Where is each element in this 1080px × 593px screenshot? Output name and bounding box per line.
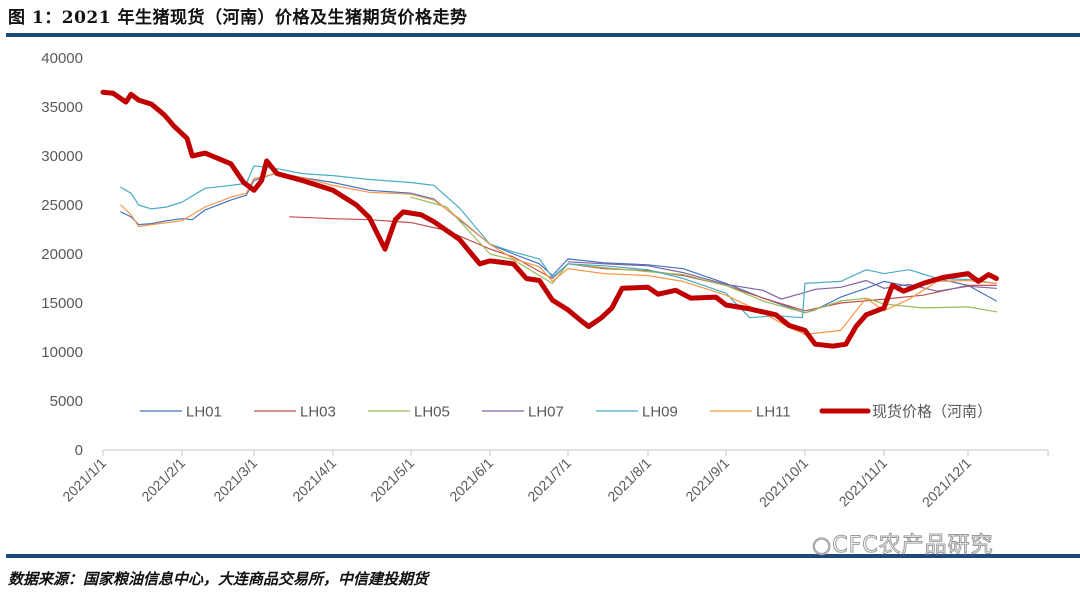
line-chart: 0 5000 10000 15000 20000 25000 30000 35000 40000…	[41, 50, 1049, 511]
x-tick-label: 2021/9/1	[682, 455, 732, 505]
series-line-lh05	[410, 196, 998, 314]
x-tick-label: 2021/11/1	[835, 455, 890, 510]
title-divider	[6, 33, 1080, 37]
legend-label: LH11	[756, 404, 791, 421]
x-tick-label: 2021/5/1	[367, 455, 417, 505]
series-line-lh11	[120, 173, 998, 335]
legend: LH01 LH03 LH05 LH07 LH09 LH11 现货价格（河南）	[140, 404, 992, 421]
x-axis: 2021/1/1 2021/2/1 2021/3/1 2021/4/1 2021/5/1…	[59, 449, 1049, 511]
x-tick-label: 2021/1/1	[59, 455, 109, 505]
x-tick-label: 2021/6/1	[446, 455, 496, 505]
footer-divider	[6, 554, 1080, 558]
legend-label: LH07	[528, 404, 564, 421]
x-tick-label: 2021/4/1	[289, 455, 339, 505]
wechat-icon: ○	[811, 533, 833, 559]
y-axis: 0 5000 10000 15000 20000 25000 30000 35000 40000	[41, 50, 83, 459]
x-tick-label: 2021/8/1	[604, 455, 654, 505]
watermark-text: CFC农产品研究	[832, 533, 994, 559]
data-source: 数据来源：国家粮油信息中心，大连商品交易所，中信建投期货	[8, 570, 429, 588]
x-tick-label: 2021/10/1	[756, 455, 812, 511]
y-tick-label: 20000	[41, 246, 83, 263]
legend-label: LH05	[414, 404, 450, 421]
y-tick-label: 0	[75, 442, 83, 459]
y-tick-label: 25000	[41, 197, 83, 214]
legend-label: LH09	[642, 404, 678, 421]
x-tick-label: 2021/12/1	[919, 455, 975, 511]
y-tick-label: 5000	[50, 393, 83, 410]
y-tick-label: 40000	[41, 50, 83, 67]
series-line-lh09	[120, 165, 998, 319]
legend-label: LH03	[300, 404, 336, 421]
series-line-lh07	[567, 261, 998, 300]
watermark: ○CFC农产品研究	[811, 527, 994, 559]
x-tick-label: 2021/2/1	[138, 455, 188, 505]
y-tick-label: 10000	[41, 344, 83, 361]
figure-title: 图 1：2021 年生猪现货（河南）价格及生猪期货价格走势	[8, 8, 468, 28]
series-line-	[100, 89, 999, 349]
x-tick-label: 2021/3/1	[210, 455, 260, 505]
y-tick-label: 35000	[41, 99, 83, 116]
series-line-lh01	[120, 172, 998, 314]
y-tick-label: 30000	[41, 148, 83, 165]
series-lines	[100, 89, 999, 349]
y-tick-label: 15000	[41, 295, 83, 312]
x-tick-label: 2021/7/1	[524, 455, 574, 505]
legend-label: 现货价格（河南）	[872, 404, 992, 421]
legend-label: LH01	[186, 404, 222, 421]
